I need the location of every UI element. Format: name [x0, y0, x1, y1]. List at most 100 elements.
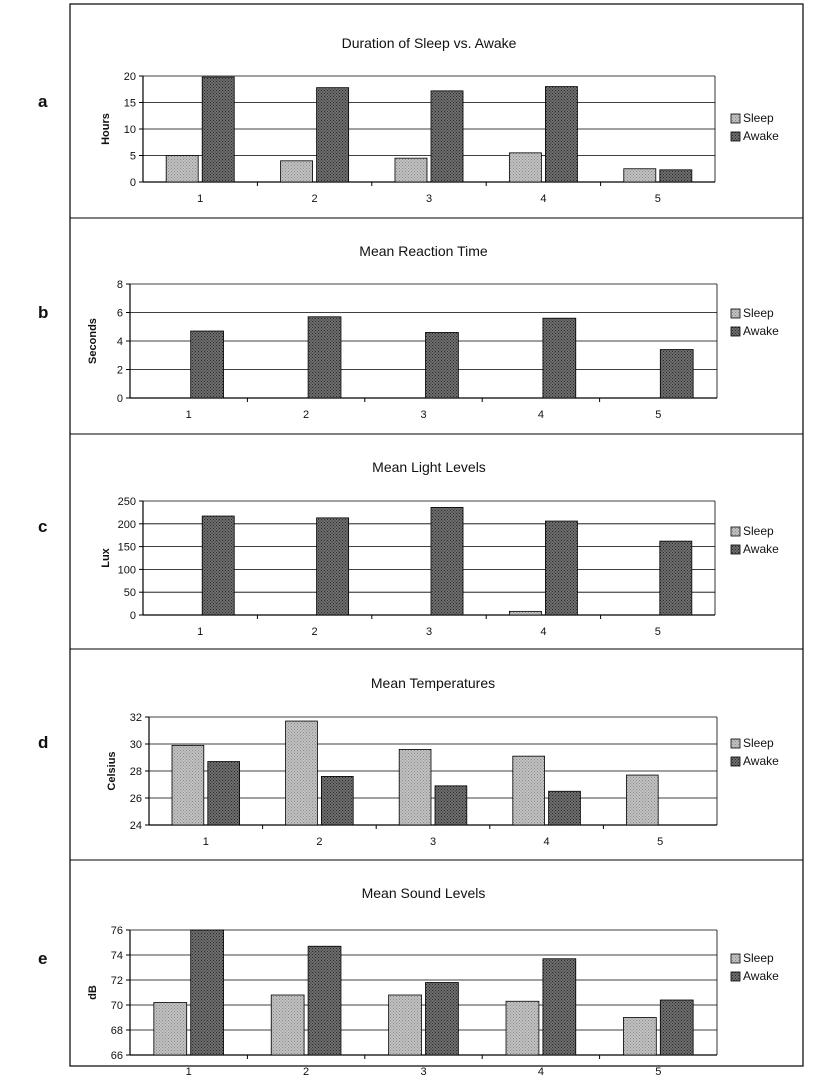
chart-title: Duration of Sleep vs. Awake [342, 35, 517, 51]
bar-awake-4 [548, 790, 581, 826]
bar-sleep-3 [398, 749, 432, 826]
chart-panel-d: d Mean Temperatures 24 26 28 30 32 Celsius 1 2 3 4 5… [38, 675, 779, 848]
bar-sleep-5 [623, 168, 657, 183]
bar-awake-5 [659, 540, 693, 616]
legend-label-sleep: Sleep [743, 111, 774, 125]
chart-panel-e: e Mean Sound Levels 66 68 70 72 74 76 dB 1 2 3 4 5 Sle… [38, 885, 779, 1078]
chart-title: Mean Reaction Time [359, 243, 488, 259]
bar-awake-4 [542, 958, 577, 1056]
legend-label-sleep: Sleep [743, 306, 774, 320]
y-tick-label: 15 [124, 98, 136, 110]
bar-sleep-5 [625, 774, 659, 826]
figure-frame [69, 3, 804, 1067]
y-tick-label: 200 [118, 519, 136, 531]
x-tick-label: 2 [312, 626, 318, 638]
x-tick-label: 5 [655, 1066, 661, 1078]
y-tick-label: 4 [117, 336, 123, 348]
legend-label-sleep: Sleep [743, 524, 774, 538]
y-tick-label: 2 [117, 365, 123, 377]
x-tick-label: 2 [303, 1066, 309, 1078]
y-tick-label: 100 [118, 564, 136, 576]
bar-awake-3 [434, 785, 468, 826]
x-tick-label: 5 [655, 193, 661, 205]
y-tick-label: 68 [111, 1025, 123, 1037]
legend-label-awake: Awake [743, 754, 779, 768]
bar-awake-5 [659, 999, 694, 1056]
x-tick-label: 4 [538, 1066, 544, 1078]
panel-letter: d [38, 733, 48, 752]
bar-sleep-3 [394, 157, 428, 183]
x-tick-label: 3 [426, 193, 432, 205]
bar-sleep-1 [171, 744, 205, 826]
y-tick-label: 150 [118, 542, 136, 554]
y-tick-label: 5 [130, 151, 136, 163]
legend-swatch-sleep [730, 113, 741, 124]
bar-sleep-5 [623, 1017, 657, 1056]
y-tick-label: 0 [130, 177, 136, 189]
legend: Sleep Awake [730, 951, 779, 983]
chart-title: Mean Sound Levels [362, 885, 486, 901]
y-tick-label: 74 [111, 950, 123, 962]
y-tick-label: 20 [124, 71, 136, 83]
legend: Sleep Awake [730, 111, 779, 143]
legend-swatch-sleep [730, 526, 741, 537]
x-tick-label: 1 [186, 1066, 192, 1078]
legend-label-sleep: Sleep [743, 951, 774, 965]
bar-awake-4 [542, 317, 577, 399]
y-tick-label: 0 [130, 610, 136, 622]
chart-title: Mean Temperatures [371, 675, 495, 691]
bar-awake-4 [545, 86, 578, 183]
chart-panel-b: b Mean Reaction Time 0 2 4 6 8 Seconds 1 2 3 4 5 Slee… [38, 243, 779, 421]
legend-swatch-awake [730, 544, 741, 555]
panel-letter: c [38, 517, 47, 536]
legend-swatch-awake [730, 971, 741, 982]
x-tick-label: 4 [540, 193, 546, 205]
bar-sleep-1 [153, 1002, 188, 1056]
bar-awake-2 [320, 776, 354, 826]
y-axis-label: Lux [100, 547, 112, 567]
legend: Sleep Awake [730, 736, 779, 768]
legend-label-awake: Awake [743, 969, 779, 983]
chart-title: Mean Light Levels [372, 459, 486, 475]
chart-panel-c: c Mean Light Levels 0 50 100 150 200 250 Lux 1 2 3 4… [38, 459, 779, 638]
y-tick-label: 66 [111, 1050, 123, 1062]
legend-swatch-sleep [730, 308, 741, 319]
x-tick-label: 3 [420, 1066, 426, 1078]
x-tick-label: 5 [655, 409, 661, 421]
x-tick-label: 2 [312, 193, 318, 205]
legend-label-awake: Awake [743, 129, 779, 143]
x-tick-label: 3 [430, 836, 436, 848]
x-tick-label: 1 [203, 836, 209, 848]
y-axis-label: Celsius [106, 751, 118, 790]
y-tick-label: 76 [111, 925, 123, 937]
legend: Sleep Awake [730, 524, 779, 556]
x-tick-label: 3 [420, 409, 426, 421]
legend-label-awake: Awake [743, 324, 779, 338]
bar-sleep-4 [512, 755, 545, 826]
bar-sleep-2 [280, 160, 313, 183]
y-tick-label: 0 [117, 393, 123, 405]
bar-awake-2 [307, 945, 342, 1056]
bar-sleep-2 [285, 720, 318, 826]
legend-label-awake: Awake [743, 542, 779, 556]
y-tick-label: 250 [118, 496, 136, 508]
x-tick-label: 1 [186, 409, 192, 421]
x-tick-label: 1 [197, 193, 203, 205]
bar-awake-1 [201, 76, 235, 183]
legend-label-sleep: Sleep [743, 736, 774, 750]
y-tick-label: 26 [130, 793, 142, 805]
y-axis-label: Hours [100, 113, 112, 145]
bar-awake-3 [430, 90, 464, 183]
y-tick-label: 10 [124, 124, 136, 136]
bar-awake-1 [201, 515, 235, 616]
bar-sleep-1 [165, 155, 199, 183]
legend-swatch-awake [730, 131, 741, 142]
bar-awake-3 [425, 332, 459, 399]
legend: Sleep Awake [730, 306, 779, 338]
x-tick-label: 4 [544, 836, 550, 848]
legend-swatch-sleep [730, 738, 741, 749]
panel-letter: a [38, 92, 48, 111]
y-tick-label: 32 [130, 712, 142, 724]
y-tick-label: 24 [130, 820, 142, 832]
